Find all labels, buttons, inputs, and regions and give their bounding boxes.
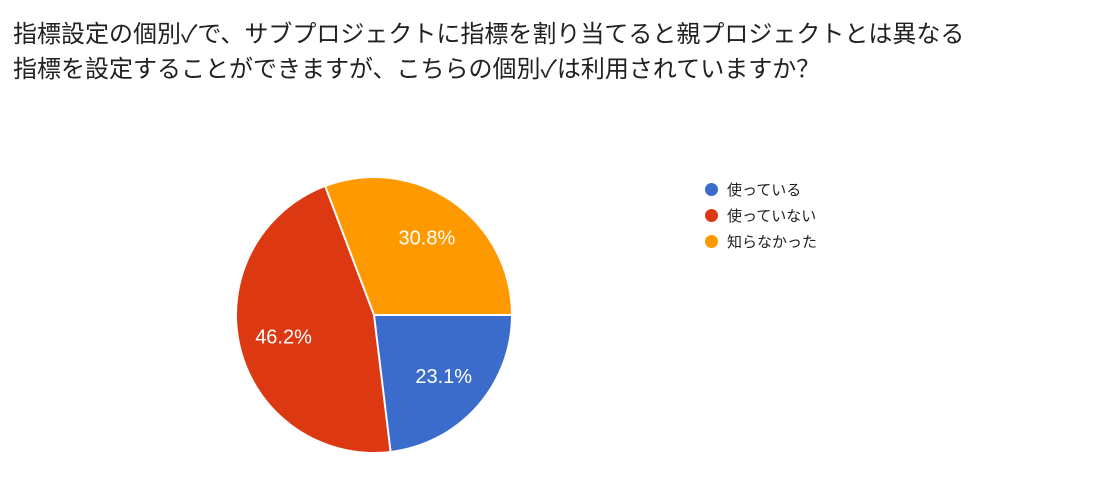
pie-slice-label: 46.2%: [255, 326, 312, 348]
chart-legend: 使っている 使っていない 知らなかった: [705, 176, 817, 254]
legend-color-dot: [705, 182, 718, 196]
legend-item-label: 知らなかった: [727, 233, 818, 251]
slice-separator: [324, 186, 375, 316]
pie-slice[interactable]: [374, 315, 511, 451]
legend-item: 使っていない: [705, 202, 817, 228]
pie-chart[interactable]: 23.1% 46.2% 30.8%: [237, 178, 511, 452]
legend-item: 使っている: [705, 176, 817, 202]
pie-slice[interactable]: [237, 186, 391, 452]
legend-item-label: 使っていない: [727, 207, 817, 225]
pie-slice-label: 23.1%: [415, 366, 472, 388]
question-title: 指標設定の個別✓で、サブプロジェクトに指標を割り当てると親プロジェクトとは異なる…: [13, 17, 1013, 87]
question-title-line2: 指標を設定することができますが、こちらの個別✓は利用されていますか？: [13, 56, 821, 83]
pie-slice-label: 30.8%: [399, 227, 456, 249]
pie-slice[interactable]: [325, 178, 511, 315]
legend-item: 知らなかった: [705, 228, 817, 254]
legend-item-label: 使っている: [727, 181, 802, 199]
question-title-line1: 指標設定の個別✓で、サブプロジェクトに指標を割り当てると親プロジェクトとは異なる: [13, 21, 965, 48]
slice-separator: [373, 314, 392, 452]
legend-color-dot: [705, 208, 718, 222]
legend-color-dot: [705, 234, 718, 248]
